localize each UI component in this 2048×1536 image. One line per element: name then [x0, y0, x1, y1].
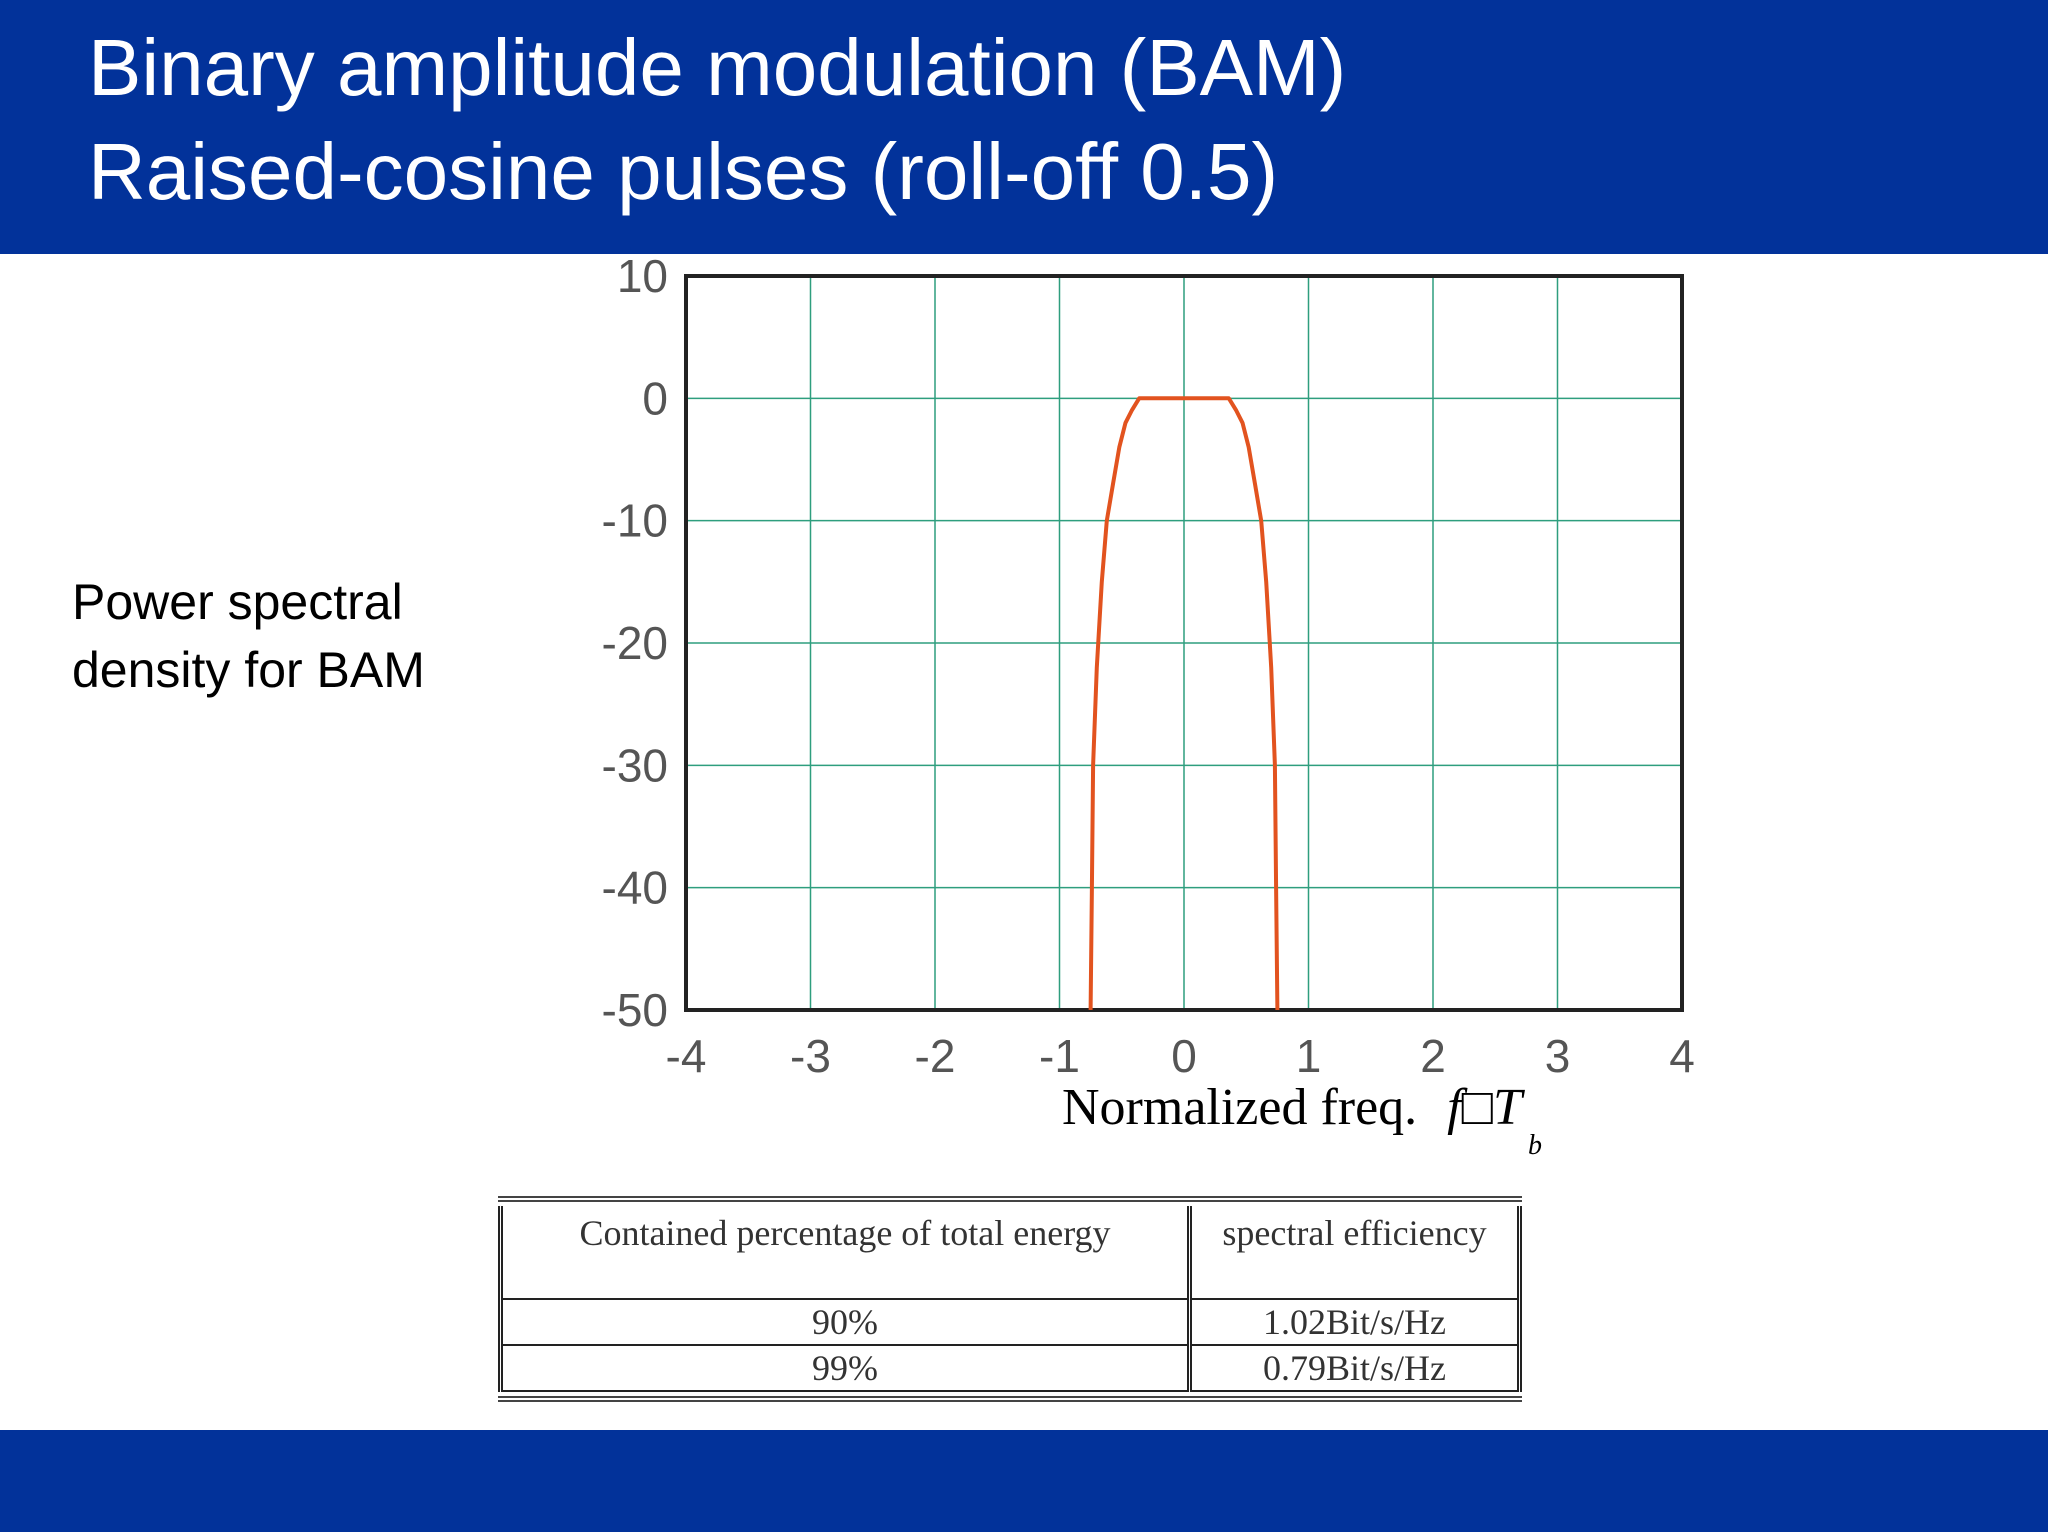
x-tick-label: -4	[666, 1030, 707, 1082]
footer-bar	[0, 1430, 2048, 1532]
x-axis-label-subscript: b	[1527, 1130, 1542, 1161]
slide-title-line-1: Binary amplitude modulation (BAM)	[88, 23, 1347, 112]
y-tick-label: 10	[617, 250, 668, 302]
x-axis-label: Normalized freq. f□Tb	[1062, 1078, 1542, 1161]
side-label: Power spectral density for BAM	[72, 574, 425, 698]
y-tick-label: -10	[602, 495, 668, 547]
x-tick-label: -2	[915, 1030, 956, 1082]
table-header-row: Contained percentage of total energy spe…	[498, 1206, 1522, 1300]
psd-curve	[1088, 396, 1280, 1011]
table-row: 99% 0.79Bit/s/Hz	[498, 1345, 1522, 1392]
table-cell: 99%	[498, 1345, 1192, 1392]
x-tick-label: 1	[1296, 1030, 1322, 1082]
x-axis-label-text: Normalized freq.	[1062, 1079, 1418, 1136]
table-cell: 1.02Bit/s/Hz	[1187, 1299, 1522, 1346]
table-row: 90% 1.02Bit/s/Hz	[498, 1299, 1522, 1346]
x-tick-label: -3	[790, 1030, 831, 1082]
x-axis-label-math: f□T	[1447, 1079, 1522, 1136]
table-header-energy: Contained percentage of total energy	[498, 1206, 1192, 1300]
table-cell: 0.79Bit/s/Hz	[1187, 1345, 1522, 1392]
energy-table: Contained percentage of total energy spe…	[498, 1196, 1522, 1402]
y-tick-label: -50	[602, 984, 668, 1036]
table-header-efficiency: spectral efficiency	[1187, 1206, 1522, 1300]
y-tick-label: -20	[602, 617, 668, 669]
y-tick-label: -40	[602, 862, 668, 914]
x-tick-label: 4	[1669, 1030, 1695, 1082]
title-bar: Binary amplitude modulation (BAM) Raised…	[0, 0, 2048, 254]
x-tick-label: -1	[1039, 1030, 1080, 1082]
x-tick-label: 0	[1171, 1030, 1197, 1082]
y-tick-label: 0	[642, 372, 668, 424]
slide-title-line-2: Raised-cosine pulses (roll-off 0.5)	[88, 127, 1279, 216]
table-cell: 90%	[498, 1299, 1192, 1346]
x-tick-label: 2	[1420, 1030, 1446, 1082]
y-tick-label: -30	[602, 739, 668, 791]
plot-frame	[684, 274, 1684, 1012]
x-tick-label: 3	[1545, 1030, 1571, 1082]
